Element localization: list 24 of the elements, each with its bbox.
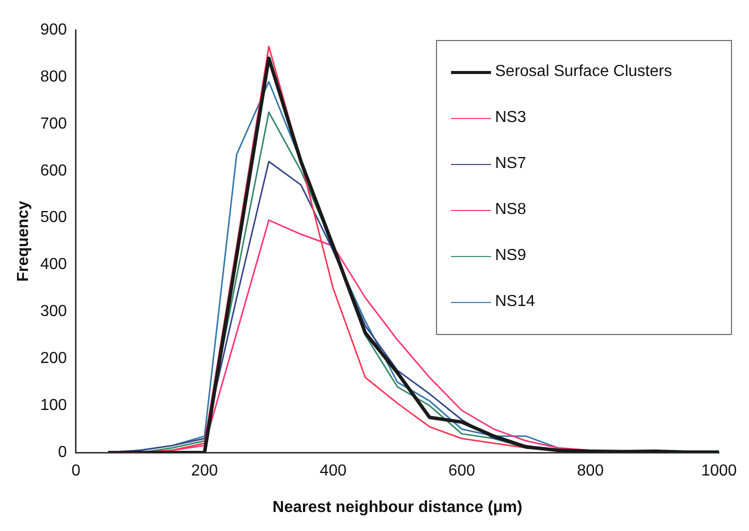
x-tick-label: 400 — [320, 462, 347, 480]
x-tick-label: 200 — [191, 462, 218, 480]
y-tick-label: 900 — [40, 21, 67, 38]
legend-label: NS3 — [495, 109, 526, 127]
y-tick-label: 700 — [40, 115, 67, 132]
x-tick-label: 0 — [71, 462, 80, 480]
y-axis-title: Frequency — [15, 200, 32, 282]
y-tick-label: 100 — [40, 397, 67, 414]
y-tick-label: 800 — [40, 68, 67, 86]
x-tick-label: 1000 — [701, 462, 737, 480]
y-tick-label: 0 — [58, 444, 67, 462]
x-axis-title: Nearest neighbour distance (μm) — [272, 498, 522, 516]
y-tick-label: 300 — [40, 303, 67, 320]
legend-label: NS7 — [495, 155, 526, 173]
y-tick-label: 200 — [40, 350, 67, 368]
x-tick-label: 600 — [448, 462, 476, 480]
legend-label: NS14 — [495, 293, 536, 311]
legend-label: Serosal Surface Clusters — [495, 63, 672, 81]
y-tick-label: 500 — [40, 209, 67, 226]
x-tick-label: 800 — [577, 462, 604, 480]
legend-label: NS8 — [495, 201, 526, 219]
y-tick-label: 600 — [40, 162, 67, 180]
y-tick-label: 400 — [40, 256, 67, 274]
legend-label: NS9 — [495, 247, 526, 265]
